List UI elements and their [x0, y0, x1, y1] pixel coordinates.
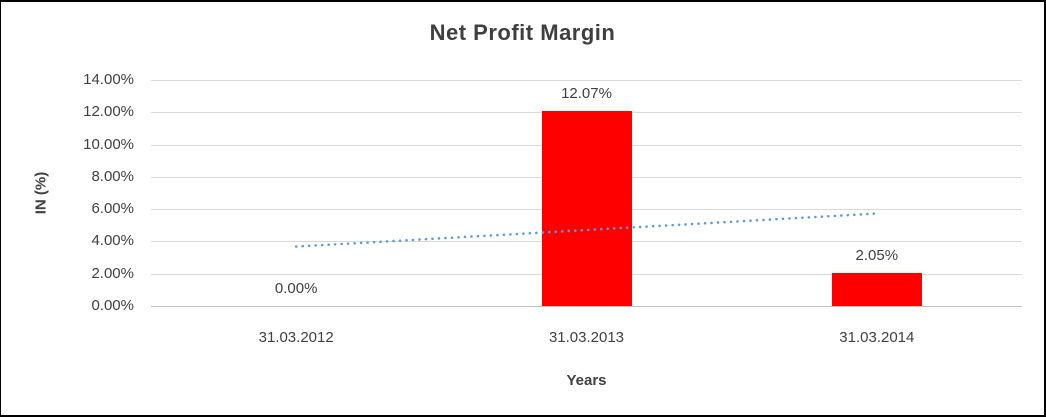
gridline — [151, 80, 1022, 81]
chart-title: Net Profit Margin — [429, 20, 616, 45]
y-tick-label: 14.00% — [83, 71, 134, 88]
y-tick-label: 12.00% — [83, 103, 134, 121]
y-tick-label: 0.00% — [91, 297, 134, 314]
y-tick-label: 4.00% — [91, 232, 134, 250]
y-tick-label: 2.00% — [91, 264, 134, 282]
y-tick-label: 10.00% — [83, 135, 134, 153]
x-tick-label: 31.03.2013 — [548, 329, 625, 346]
bar-31.03.2014 — [831, 272, 922, 306]
data-label: 12.07% — [561, 85, 612, 103]
plot-area: 0.00% 12.07% 2.05% — [151, 80, 1022, 307]
y-tick-label: 6.00% — [91, 200, 134, 218]
x-axis-title: Years — [566, 372, 607, 389]
data-label: 0.00% — [274, 280, 318, 297]
y-tick-label: 8.00% — [91, 167, 134, 185]
x-tick-label: 31.03.2012 — [258, 329, 334, 346]
x-tick-label: 31.03.2014 — [839, 329, 915, 346]
bar-31.03.2013 — [541, 111, 632, 306]
data-label: 2.05% — [855, 246, 899, 264]
trendline — [294, 212, 879, 248]
